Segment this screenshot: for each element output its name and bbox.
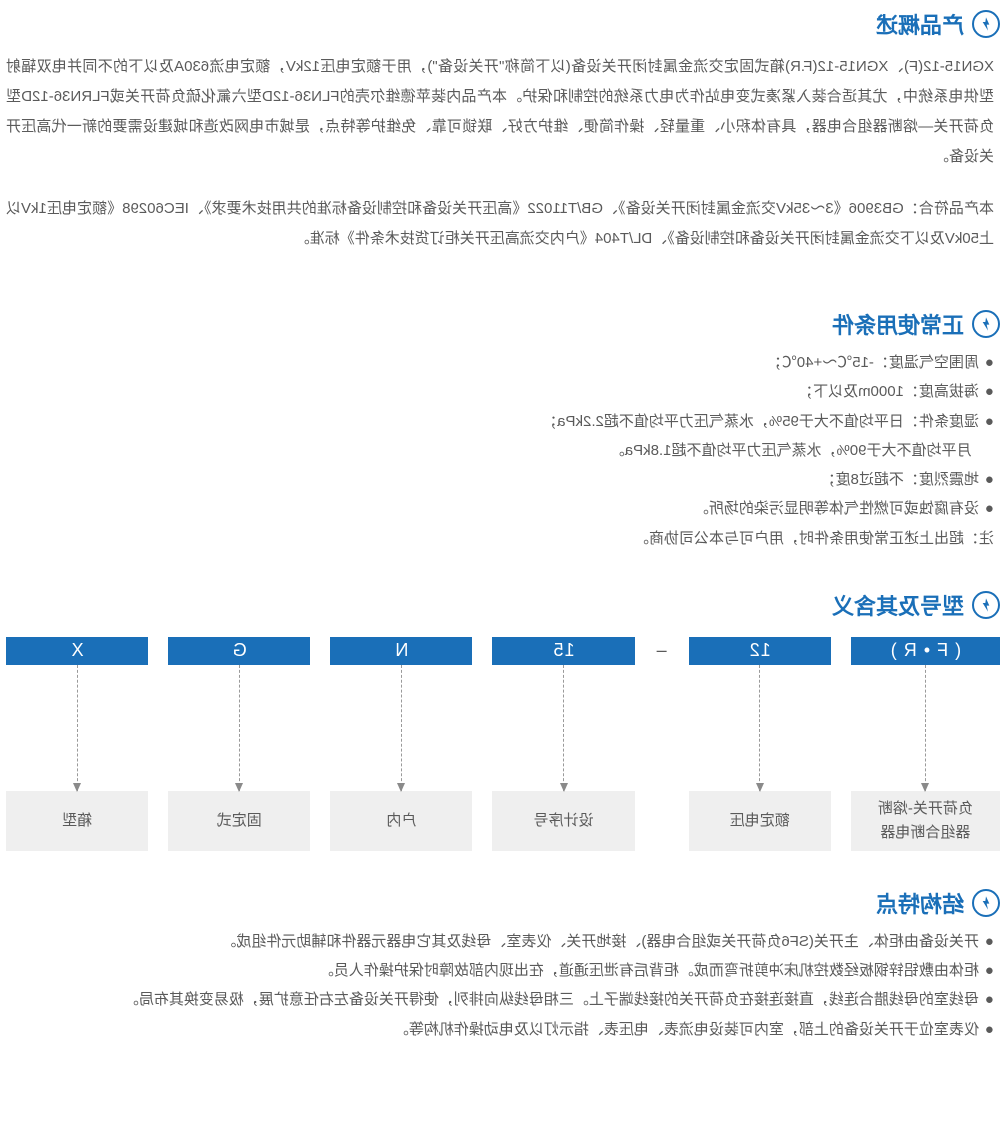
model-arrow-line [77, 665, 78, 791]
arrow-head-icon [756, 783, 764, 792]
model-title: 型号及其含义 [832, 589, 964, 621]
model-dash: – [655, 637, 669, 665]
model-col: X 箱型 [6, 637, 148, 851]
section-structure: 结构特点 ●开关设备由柜体、主开关(SF6负荷开关或组合电器)、接地开关、仪表室… [0, 879, 1000, 1044]
conditions-note: 注：超出上述正常使用条件时，用户可与本公司协商。 [0, 524, 1000, 553]
model-code-box: N [330, 637, 472, 665]
bullet-icon: ● [985, 348, 994, 377]
model-arrow-line [759, 665, 760, 791]
model-desc-line: 户内 [386, 809, 416, 833]
bullet-icon: ● [985, 465, 994, 494]
structure-text: 柜体由敷铝锌钢板经数控机床冲剪折弯而成。柜背后有泄压通道，在出现内部故障时保护操… [319, 956, 979, 985]
structure-item: ●仪表室位于开关设备的上部，室内可装设电流表、电压表、指示灯以及电动操作机构等。 [6, 1015, 994, 1044]
bullet-icon: ● [985, 407, 994, 436]
model-desc-box: 负荷开关-熔断器组合断电器 [851, 791, 1000, 851]
section-overview: 产品概述 XGN15-12(F)、XGN15-12(F.R)箱式固定交流金属封闭… [0, 0, 1000, 272]
model-desc-box: 固定式 [168, 791, 310, 851]
model-desc-line: 箱型 [62, 809, 92, 833]
arrow-head-icon [235, 783, 243, 792]
condition-text: 没有腐蚀或可燃性气体等明显污染的场所。 [694, 494, 979, 523]
condition-item: ●地震烈度：不超过8度； [6, 465, 994, 494]
model-code-box: ( F • R ) [851, 637, 1000, 665]
overview-para2: 本产品符合：GB3906《3～35kV交流金属封闭开关设备》、GB/T11022… [0, 190, 1000, 272]
condition-text: 湿度条件：日平均值不大于95%，水蒸气压力平均值不超2.2kPa； [542, 407, 979, 436]
model-desc-line: 器组合断电器 [880, 821, 970, 845]
condition-text: 地震烈度：不超过8度； [821, 465, 979, 494]
bullet-icon: ● [985, 377, 994, 406]
model-col: 15 设计序号 [492, 637, 634, 851]
overview-para1: XGN15-12(F)、XGN15-12(F.R)箱式固定交流金属封闭开关设备(… [0, 48, 1000, 190]
structure-item: ●柜体由敷铝锌钢板经数控机床冲剪折弯而成。柜背后有泄压通道，在出现内部故障时保护… [6, 956, 994, 985]
model-desc-line: 负荷开关-熔断 [878, 797, 973, 821]
bolt-icon [972, 889, 1000, 917]
model-code-box: 15 [492, 637, 634, 665]
overview-title: 产品概述 [876, 8, 964, 40]
indent-spacer [978, 436, 995, 465]
structure-item: ●母线室的母线腊合连线，直接连接在负荷开关的接线端子上。三相母线纵向排列，使得开… [6, 985, 994, 1014]
condition-item: ●湿度条件：日平均值不大于95%，水蒸气压力平均值不超2.2kPa； [6, 407, 994, 436]
conditions-list: ●周围空气温度：-15℃～+40℃；●海拔高度：1000m及以下；●湿度条件：日… [0, 348, 1000, 524]
model-desc-line: 固定式 [217, 809, 262, 833]
model-col: G 固定式 [168, 637, 310, 851]
model-desc-box: 户内 [330, 791, 472, 851]
bullet-icon: ● [985, 985, 994, 1014]
structure-header: 结构特点 [0, 879, 1000, 927]
structure-list: ●开关设备由柜体、主开关(SF6负荷开关或组合电器)、接地开关、仪表室、母线及其… [0, 927, 1000, 1044]
model-arrow-line [401, 665, 402, 791]
conditions-title: 正常使用条件 [832, 308, 964, 340]
structure-text: 母线室的母线腊合连线，直接连接在负荷开关的接线端子上。三相母线纵向排列，使得开关… [124, 985, 979, 1014]
structure-title: 结构特点 [876, 887, 964, 919]
structure-item: ●开关设备由柜体、主开关(SF6负荷开关或组合电器)、接地开关、仪表室、母线及其… [6, 927, 994, 956]
section-conditions: 正常使用条件 ●周围空气温度：-15℃～+40℃；●海拔高度：1000m及以下；… [0, 300, 1000, 553]
arrow-head-icon [560, 783, 568, 792]
arrow-head-icon [397, 783, 405, 792]
model-col: ( F • R ) 负荷开关-熔断器组合断电器 [851, 637, 1000, 851]
condition-text: 月平均值不大于90%，水蒸气压力平均值不超1.8kPa。 [610, 436, 972, 465]
structure-text: 仪表室位于开关设备的上部，室内可装设电流表、电压表、指示灯以及电动操作机构等。 [394, 1015, 979, 1044]
model-desc-line: 额定电压 [730, 809, 790, 833]
bullet-icon: ● [985, 494, 994, 523]
condition-item: ●没有腐蚀或可燃性气体等明显污染的场所。 [6, 494, 994, 523]
section-model: 型号及其含义 X 箱型 G 固定式 N 户内 15 设计序号 –12 额定电压 ( F • R ) 负… [0, 581, 1000, 851]
model-header: 型号及其含义 [0, 581, 1000, 629]
conditions-header: 正常使用条件 [0, 300, 1000, 348]
condition-item: 月平均值不大于90%，水蒸气压力平均值不超1.8kPa。 [6, 436, 994, 465]
model-row: X 箱型 G 固定式 N 户内 15 设计序号 –12 额定电压 ( F • R ) 负荷开关-熔断器… [6, 637, 1000, 851]
model-desc-box: 设计序号 [492, 791, 634, 851]
structure-text: 开关设备由柜体、主开关(SF6负荷开关或组合电器)、接地开关、仪表室、母线及其它… [221, 927, 979, 956]
condition-text: 周围空气温度：-15℃～+40℃； [767, 348, 979, 377]
model-desc-box: 箱型 [6, 791, 148, 851]
overview-header: 产品概述 [0, 0, 1000, 48]
model-desc-box: 额定电压 [689, 791, 831, 851]
model-arrow-line [925, 665, 926, 791]
model-code-box: X [6, 637, 148, 665]
bullet-icon: ● [985, 1015, 994, 1044]
model-col: N 户内 [330, 637, 472, 851]
model-desc-line: 设计序号 [534, 809, 594, 833]
model-arrow-line [563, 665, 564, 791]
bolt-icon [972, 310, 1000, 338]
condition-item: ●海拔高度：1000m及以下； [6, 377, 994, 406]
model-col: 12 额定电压 [689, 637, 831, 851]
condition-text: 海拔高度：1000m及以下； [798, 377, 979, 406]
condition-item: ●周围空气温度：-15℃～+40℃； [6, 348, 994, 377]
model-arrow-line [239, 665, 240, 791]
bolt-icon [972, 10, 1000, 38]
bullet-icon: ● [985, 956, 994, 985]
model-code-box: 12 [689, 637, 831, 665]
arrow-head-icon [921, 783, 929, 792]
model-code-box: G [168, 637, 310, 665]
bullet-icon: ● [985, 927, 994, 956]
bolt-icon [972, 591, 1000, 619]
arrow-head-icon [73, 783, 81, 792]
